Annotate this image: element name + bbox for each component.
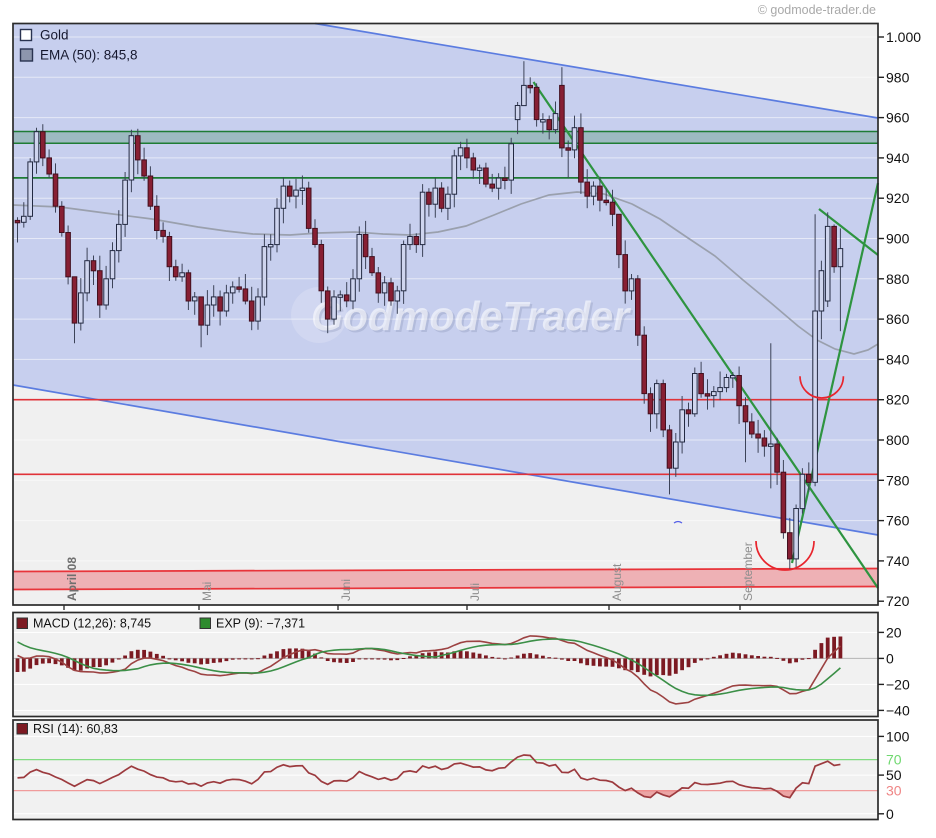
svg-text:840: 840 [886,351,910,367]
svg-text:100: 100 [886,728,910,744]
svg-text:0: 0 [886,806,894,822]
svg-text:August: August [610,563,624,601]
svg-text:960: 960 [886,110,910,126]
svg-text:GodmodeTrader: GodmodeTrader [313,295,633,341]
svg-text:1.000: 1.000 [886,29,921,45]
svg-text:EXP (9): −7,371: EXP (9): −7,371 [216,617,305,631]
svg-text:70: 70 [886,752,902,768]
svg-text:900: 900 [886,231,910,247]
svg-text:820: 820 [886,392,910,408]
svg-text:800: 800 [886,432,910,448]
svg-text:EMA (50): 845,8: EMA (50): 845,8 [40,48,138,63]
svg-text:50: 50 [886,767,902,783]
svg-text:−40: −40 [886,702,910,718]
svg-text:Juli: Juli [468,583,482,601]
svg-text:April 08: April 08 [65,557,79,601]
svg-text:30: 30 [886,783,902,799]
svg-text:Gold: Gold [40,28,69,43]
svg-text:740: 740 [886,553,910,569]
svg-text:860: 860 [886,311,910,327]
svg-text:780: 780 [886,472,910,488]
svg-text:20: 20 [886,624,902,640]
svg-text:980: 980 [886,69,910,85]
svg-text:880: 880 [886,271,910,287]
svg-text:MACD (12,26): 8,745: MACD (12,26): 8,745 [33,617,151,631]
svg-text:Mai: Mai [200,582,214,601]
svg-text:GodmodeTrader: GodmodeTrader [311,293,631,339]
svg-text:940: 940 [886,150,910,166]
svg-text:920: 920 [886,190,910,206]
svg-text:September: September [741,542,755,601]
svg-text:720: 720 [886,593,910,609]
svg-text:0: 0 [886,650,894,666]
svg-text:Juni: Juni [339,579,353,601]
svg-text:© godmode-trader.de: © godmode-trader.de [758,3,876,17]
svg-text:760: 760 [886,513,910,529]
svg-text:RSI (14): 60,83: RSI (14): 60,83 [33,722,118,736]
svg-text:−20: −20 [886,676,910,692]
